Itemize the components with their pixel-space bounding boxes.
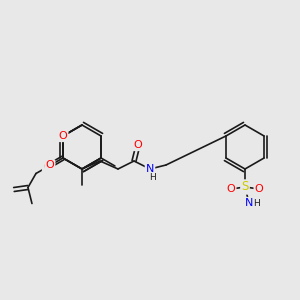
Text: N: N [245, 198, 253, 208]
Text: O: O [46, 160, 54, 170]
Text: O: O [134, 140, 142, 150]
Text: O: O [226, 184, 236, 194]
Text: O: O [58, 131, 67, 141]
Text: O: O [43, 162, 52, 172]
Text: H: H [254, 199, 260, 208]
Text: O: O [255, 184, 263, 194]
Text: S: S [241, 181, 249, 194]
Text: H: H [148, 173, 155, 182]
Text: N: N [146, 164, 154, 174]
